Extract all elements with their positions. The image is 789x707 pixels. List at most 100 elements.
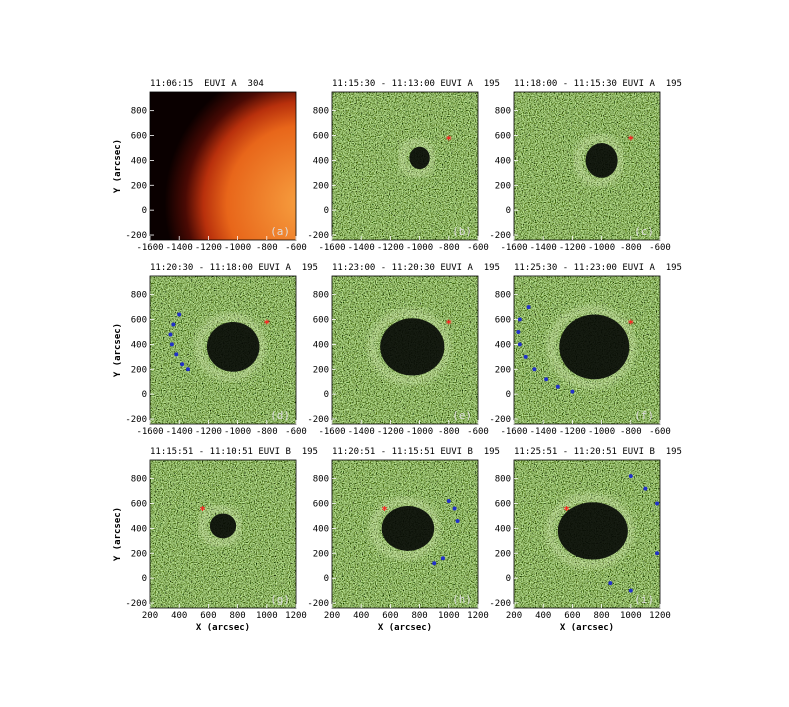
y-tick-label: 600 — [131, 500, 147, 510]
x-tick-label: 600 — [382, 611, 398, 621]
y-tick-label: 800 — [495, 475, 511, 485]
flare-marker: * — [627, 318, 634, 331]
x-tick-label: 200 — [506, 611, 522, 621]
y-tick-label: -200 — [307, 231, 329, 241]
y-tick-label: 400 — [495, 524, 511, 534]
x-tick-label: 1000 — [438, 611, 460, 621]
bright-rim — [575, 135, 622, 185]
y-tick-label: 800 — [313, 107, 329, 117]
y-tick-label: 800 — [131, 107, 147, 117]
panel-label: (e) — [452, 409, 472, 422]
x-tick-label: -800 — [438, 427, 460, 437]
x-tick-label: -1600 — [318, 427, 345, 437]
flare-marker: * — [263, 318, 270, 331]
axes-frame — [149, 275, 297, 425]
dimming-region — [206, 322, 260, 372]
front-point — [174, 352, 179, 357]
axes-frame — [149, 459, 297, 609]
front-point — [516, 329, 521, 334]
x-tick-label: -1400 — [166, 243, 193, 253]
y-tick-label: 600 — [131, 316, 147, 326]
x-tick-label: -600 — [285, 427, 307, 437]
x-tick-label: 200 — [324, 611, 340, 621]
x-axis-label: X (arcsec) — [378, 623, 432, 633]
x-tick-label: -1200 — [377, 427, 404, 437]
front-point — [526, 305, 531, 310]
x-tick-label: 1000 — [620, 611, 642, 621]
x-tick-label: -1400 — [166, 427, 193, 437]
y-tick-label: 600 — [313, 316, 329, 326]
panel-title: 11:25:51 - 11:20:51 EUVI B 195 — [514, 447, 682, 457]
y-tick-label: 400 — [131, 340, 147, 350]
axes-frame — [149, 91, 297, 241]
panel-title: 11:15:30 - 11:13:00 EUVI A 195 — [332, 79, 500, 89]
x-tick-label: -800 — [620, 243, 642, 253]
dimming-region — [585, 142, 618, 178]
bright-rim — [370, 311, 449, 383]
x-axis-label: X (arcsec) — [196, 623, 250, 633]
x-tick-label: -600 — [285, 243, 307, 253]
y-tick-label: -200 — [489, 231, 511, 241]
y-axis-label: Y (arcsec) — [113, 323, 123, 377]
dimming-region — [559, 314, 630, 380]
x-tick-label: -1400 — [530, 243, 557, 253]
bright-rim — [199, 506, 241, 546]
flare-marker: * — [199, 504, 206, 517]
panel-title: 11:23:00 - 11:20:30 EUVI A 195 — [332, 263, 500, 273]
y-tick-label: 600 — [131, 132, 147, 142]
panel-title: 11:06:15 EUVI A 304 — [150, 79, 264, 89]
front-point — [171, 322, 176, 327]
y-tick-label: 0 — [324, 574, 329, 584]
y-tick-label: 200 — [313, 365, 329, 375]
panel-image: * — [150, 276, 296, 424]
y-tick-label: 0 — [142, 574, 147, 584]
panel: * 11:20:51 - 11:15:51 EUVI B 195 (h) 200 400… — [307, 447, 500, 633]
panel: *11:18:00 - 11:15:30 EUVI A 195(c)-1600-… — [489, 79, 682, 253]
x-tick-label: 400 — [171, 611, 187, 621]
panel-image: * — [514, 92, 660, 240]
front-point — [455, 518, 460, 523]
front-point — [180, 362, 185, 367]
x-tick-label: -1400 — [348, 243, 375, 253]
panel-image: * — [514, 276, 660, 424]
x-tick-label: 400 — [353, 611, 369, 621]
y-tick-label: 200 — [131, 181, 147, 191]
dimming-region — [557, 502, 628, 560]
x-tick-label: -1200 — [195, 243, 222, 253]
dimming-region — [409, 146, 430, 170]
x-tick-label: -600 — [467, 427, 489, 437]
y-tick-label: 200 — [131, 549, 147, 559]
front-point — [432, 561, 437, 566]
x-tick-label: -800 — [256, 243, 278, 253]
x-tick-label: 600 — [200, 611, 216, 621]
panel-label: (c) — [634, 225, 654, 238]
y-tick-label: 800 — [313, 475, 329, 485]
x-tick-label: -800 — [438, 243, 460, 253]
front-point — [555, 384, 560, 389]
x-tick-label: 800 — [411, 611, 427, 621]
y-tick-label: 200 — [313, 549, 329, 559]
x-tick-label: -1200 — [195, 427, 222, 437]
y-tick-label: -200 — [125, 415, 147, 425]
front-point — [643, 486, 648, 491]
y-tick-label: 400 — [313, 340, 329, 350]
y-tick-label: -200 — [307, 415, 329, 425]
x-tick-label: -1600 — [318, 243, 345, 253]
x-tick-label: -1600 — [136, 243, 163, 253]
axes-frame — [331, 275, 479, 425]
flare-marker: * — [563, 504, 570, 517]
y-tick-label: 0 — [506, 390, 511, 400]
dimming-region — [380, 318, 445, 376]
panel-title: 11:18:00 - 11:15:30 EUVI A 195 — [514, 79, 682, 89]
front-point — [608, 581, 613, 586]
y-tick-label: 200 — [131, 365, 147, 375]
x-tick-label: 1200 — [467, 611, 489, 621]
panel-label: (g) — [270, 593, 290, 606]
axes-frame — [331, 91, 479, 241]
y-tick-label: 400 — [131, 156, 147, 166]
panel: *11:23:00 - 11:20:30 EUVI A 195(e)-1600-… — [307, 263, 500, 437]
panel-label: (b) — [452, 225, 472, 238]
front-point — [177, 312, 182, 317]
y-tick-label: 600 — [495, 500, 511, 510]
y-tick-label: 600 — [313, 500, 329, 510]
